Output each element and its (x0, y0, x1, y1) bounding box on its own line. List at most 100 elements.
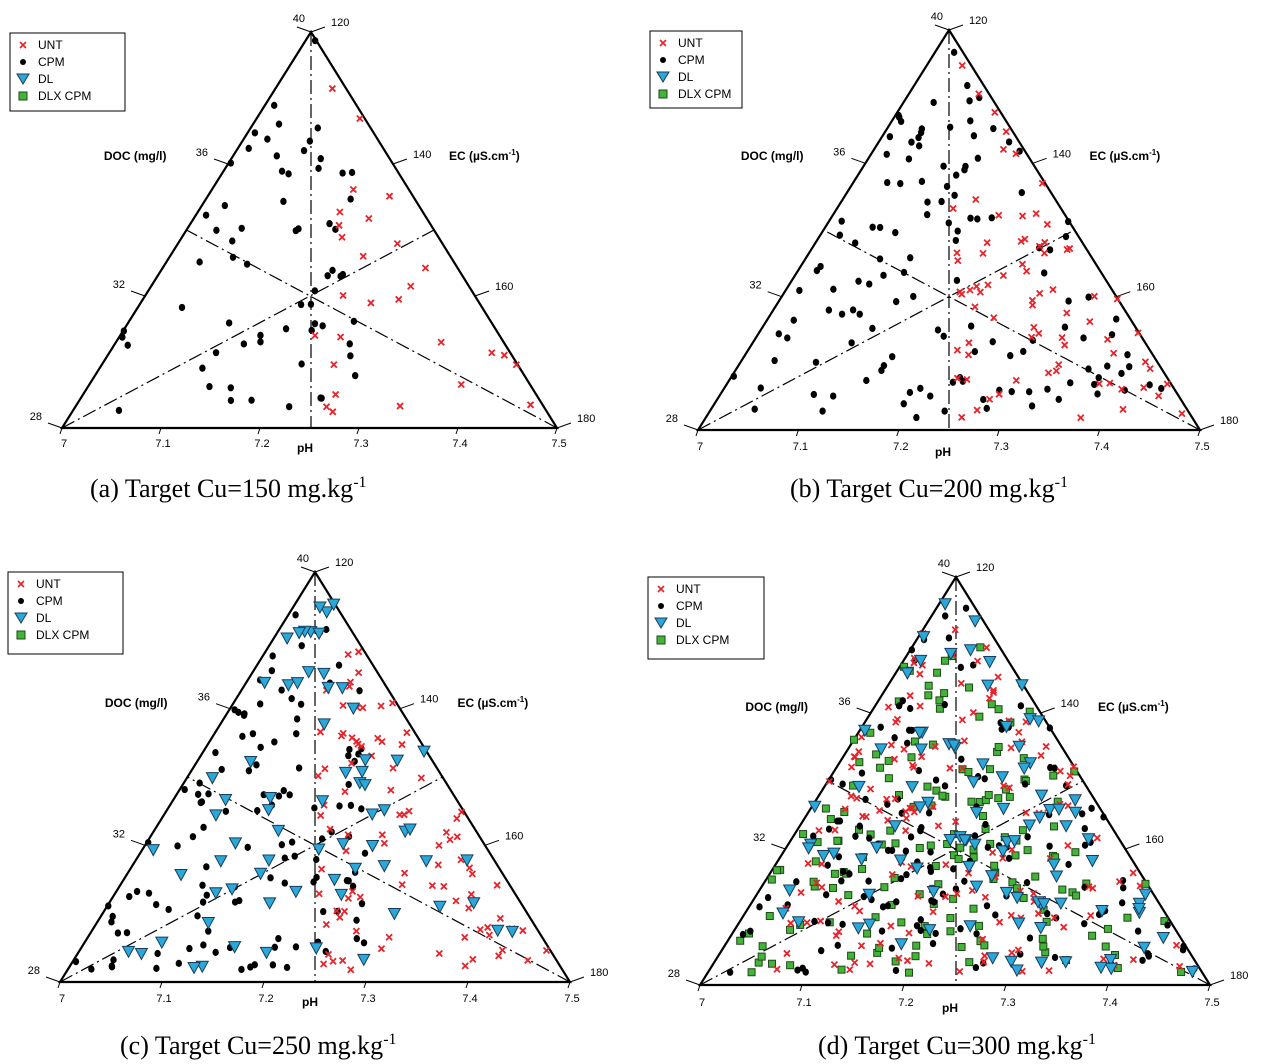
dl-point (976, 758, 990, 771)
unt-point (317, 811, 325, 820)
legend-label: DL (676, 616, 692, 630)
ec-tick-label: 160 (495, 281, 513, 293)
cpm-point (962, 604, 970, 612)
dl-point (894, 938, 909, 951)
unt-point (1066, 244, 1074, 253)
ec-tick-label: 140 (420, 694, 438, 706)
ec-axis-line (699, 780, 1084, 986)
unt-point (818, 860, 826, 868)
dl-point (326, 598, 341, 612)
unt-point (512, 361, 520, 369)
cpm-point (775, 330, 782, 338)
cpm-point (954, 227, 961, 235)
cpm-point (1104, 362, 1111, 370)
cpm-point (1062, 233, 1070, 241)
cpm-point (883, 150, 890, 158)
unt-point (773, 965, 781, 973)
cpm-point (114, 929, 122, 937)
dl-point (1156, 931, 1171, 945)
dlx-cpm-point (994, 743, 1003, 752)
doc-tick-label: 40 (931, 11, 943, 23)
dl-point (1049, 870, 1064, 884)
legend-label: UNT (38, 38, 63, 52)
dl-point (262, 897, 277, 910)
unt-point (385, 192, 394, 200)
doc-tick-label: 32 (113, 828, 125, 840)
unt-point (316, 728, 324, 736)
cpm-point (254, 807, 261, 815)
unt-point (1063, 309, 1071, 317)
cpm-point (1017, 702, 1025, 710)
cpm-point (358, 805, 365, 813)
unt-point (446, 835, 454, 844)
legend-entry: UNT (19, 38, 63, 52)
doc-axis-label: DOC (mg/l) (104, 149, 167, 163)
cpm-point (292, 943, 300, 951)
cpm-point (124, 341, 131, 349)
cpm-point (335, 661, 343, 669)
dl-point (854, 853, 869, 867)
dlx-cpm-point (975, 712, 984, 721)
unt-point (526, 401, 535, 409)
dlx-cpm-point (1031, 872, 1040, 881)
dl-point (336, 838, 350, 851)
cpm-point (822, 891, 830, 899)
dl-point (962, 860, 976, 874)
dlx-cpm-point (965, 683, 974, 692)
dl-point (338, 766, 353, 780)
cpm-point (225, 319, 233, 327)
unt-point (339, 291, 347, 300)
unt-point (488, 349, 496, 357)
unt-point (1058, 333, 1066, 342)
cpm-point (771, 356, 778, 365)
ec-axis-label: EC (µS.cm-1) (449, 148, 520, 163)
cpm-point (756, 903, 763, 911)
cpm-point (900, 400, 907, 408)
ec-tick-label: 160 (505, 830, 523, 842)
dlx-cpm-point (837, 965, 846, 974)
unt-point (407, 282, 415, 290)
unt-point (500, 351, 508, 359)
cpm-point (205, 927, 212, 935)
unt-point (847, 792, 855, 800)
dl-point (355, 765, 369, 779)
dl-point (225, 883, 239, 896)
cpm-point (1024, 833, 1031, 841)
cpm-point (1040, 269, 1048, 277)
cpm-point (1065, 860, 1072, 869)
unt-point (437, 338, 445, 346)
unt-point (333, 907, 341, 915)
unt-point (1049, 286, 1057, 294)
dl-point (999, 720, 1014, 734)
cpm-point (227, 396, 235, 405)
unt-point (995, 918, 1004, 926)
cpm-point (293, 730, 300, 738)
dl-point (1095, 905, 1109, 918)
dl-point (1138, 888, 1153, 902)
unt-point (335, 221, 343, 229)
cpm-point (251, 961, 258, 969)
cpm-point (751, 405, 758, 413)
unt-point (365, 214, 373, 223)
cpm-point (88, 965, 95, 973)
cpm-point (212, 349, 220, 357)
cpm-point (972, 964, 980, 972)
dlx-cpm-point (994, 794, 1003, 803)
cpm-point (1023, 879, 1031, 887)
unt-point (339, 729, 347, 738)
cpm-point (836, 231, 844, 239)
cpm-point (950, 48, 958, 56)
unt-point (338, 956, 347, 965)
unt-point (336, 208, 344, 216)
dl-point (321, 681, 336, 695)
cpm-point (311, 320, 319, 328)
unt-point (324, 950, 333, 959)
cpm-point (869, 223, 876, 231)
cpm-point (311, 37, 319, 45)
cpm-point (1085, 365, 1092, 373)
unt-point (1066, 772, 1074, 780)
unt-point (1042, 742, 1050, 751)
unt-point (1056, 767, 1064, 775)
unt-point (853, 794, 861, 802)
unt-point (440, 882, 448, 891)
